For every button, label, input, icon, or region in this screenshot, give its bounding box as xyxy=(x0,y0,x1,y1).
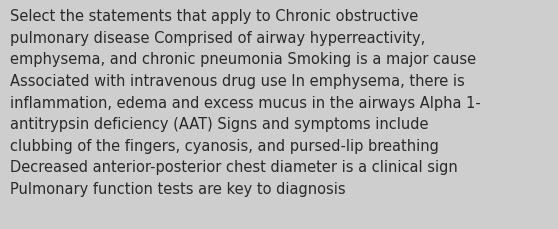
Text: Select the statements that apply to Chronic obstructive
pulmonary disease Compri: Select the statements that apply to Chro… xyxy=(10,9,481,196)
